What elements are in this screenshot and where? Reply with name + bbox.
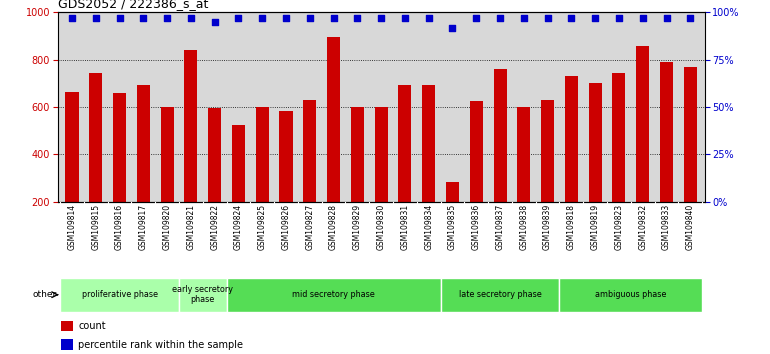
Bar	[541, 100, 554, 202]
Bar	[422, 85, 435, 202]
Bar	[113, 93, 126, 202]
Point	[233, 15, 245, 21]
Point	[185, 15, 197, 21]
Point	[375, 15, 387, 21]
Point	[684, 15, 696, 21]
Text: proliferative phase: proliferative phase	[82, 290, 158, 299]
Bar	[226, 278, 440, 312]
Bar	[565, 76, 578, 202]
Bar	[327, 37, 340, 202]
Bar	[660, 62, 673, 202]
Bar	[351, 107, 364, 202]
Point	[327, 15, 340, 21]
Bar	[375, 107, 387, 202]
Text: late secretory phase: late secretory phase	[459, 290, 541, 299]
Text: GSM109820: GSM109820	[162, 204, 172, 250]
Point	[470, 15, 483, 21]
Text: GDS2052 / 222386_s_at: GDS2052 / 222386_s_at	[58, 0, 208, 10]
Point	[517, 15, 530, 21]
Text: mid secretory phase: mid secretory phase	[293, 290, 375, 299]
Point	[66, 15, 79, 21]
Text: GSM109824: GSM109824	[234, 204, 243, 250]
Bar	[161, 107, 174, 202]
Text: GSM109830: GSM109830	[377, 204, 386, 250]
Point	[256, 15, 269, 21]
Bar	[684, 67, 697, 202]
Bar	[89, 73, 102, 202]
Point	[589, 15, 601, 21]
Text: early secretory
phase: early secretory phase	[172, 285, 233, 304]
Bar	[440, 278, 560, 312]
Text: GSM109829: GSM109829	[353, 204, 362, 250]
Text: GSM109828: GSM109828	[329, 204, 338, 250]
Bar	[612, 73, 625, 202]
Text: GSM109835: GSM109835	[448, 204, 457, 250]
Bar	[303, 100, 316, 202]
Text: GSM109836: GSM109836	[472, 204, 480, 250]
Bar	[60, 278, 179, 312]
Point	[661, 15, 673, 21]
Point	[565, 15, 578, 21]
Text: GSM109821: GSM109821	[186, 204, 196, 250]
Text: GSM109833: GSM109833	[662, 204, 671, 250]
Point	[303, 15, 316, 21]
Text: GSM109819: GSM109819	[591, 204, 600, 250]
Point	[280, 15, 292, 21]
Text: GSM109823: GSM109823	[614, 204, 624, 250]
Bar	[398, 85, 411, 202]
Point	[351, 15, 363, 21]
Text: percentile rank within the sample: percentile rank within the sample	[79, 339, 243, 350]
Text: GSM109827: GSM109827	[306, 204, 314, 250]
Text: GSM109822: GSM109822	[210, 204, 219, 250]
Bar	[470, 101, 483, 202]
Bar	[517, 107, 531, 202]
Text: GSM109840: GSM109840	[686, 204, 695, 250]
Point	[137, 15, 149, 21]
Text: GSM109826: GSM109826	[282, 204, 290, 250]
Point	[423, 15, 435, 21]
Text: GSM109831: GSM109831	[400, 204, 410, 250]
Point	[494, 15, 506, 21]
Bar	[61, 339, 72, 350]
Text: ambiguous phase: ambiguous phase	[595, 290, 667, 299]
Text: GSM109818: GSM109818	[567, 204, 576, 250]
Point	[209, 19, 221, 25]
Bar	[184, 50, 197, 202]
Bar	[137, 85, 150, 202]
Text: GSM109816: GSM109816	[115, 204, 124, 250]
Bar	[446, 182, 459, 202]
Point	[447, 25, 459, 30]
Point	[399, 15, 411, 21]
Bar	[560, 278, 702, 312]
Text: GSM109837: GSM109837	[496, 204, 504, 250]
Text: GSM109839: GSM109839	[543, 204, 552, 250]
Text: GSM109838: GSM109838	[519, 204, 528, 250]
Bar	[179, 278, 226, 312]
Bar	[588, 84, 601, 202]
Point	[161, 15, 173, 21]
Text: GSM109815: GSM109815	[92, 204, 100, 250]
Bar	[65, 92, 79, 202]
Point	[613, 15, 625, 21]
Bar	[232, 125, 245, 202]
Text: GSM109832: GSM109832	[638, 204, 648, 250]
Bar	[208, 108, 221, 202]
Bar	[494, 69, 507, 202]
Bar	[61, 320, 72, 331]
Text: GSM109834: GSM109834	[424, 204, 434, 250]
Point	[637, 15, 649, 21]
Text: count: count	[79, 321, 106, 331]
Point	[113, 15, 126, 21]
Text: GSM109825: GSM109825	[258, 204, 266, 250]
Bar	[280, 111, 293, 202]
Point	[541, 15, 554, 21]
Point	[89, 15, 102, 21]
Text: other: other	[32, 290, 56, 299]
Text: GSM109814: GSM109814	[68, 204, 76, 250]
Bar	[636, 46, 649, 202]
Text: GSM109817: GSM109817	[139, 204, 148, 250]
Bar	[256, 107, 269, 202]
